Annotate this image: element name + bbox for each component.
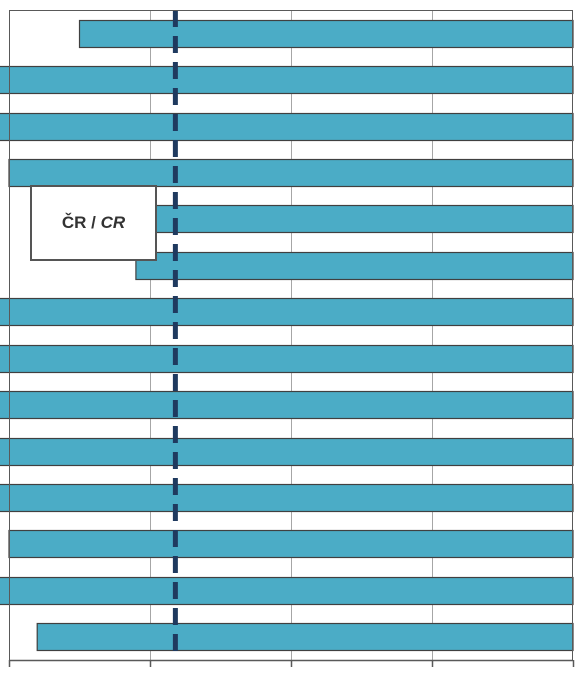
bar-1	[78, 19, 574, 49]
bar-12	[8, 529, 574, 559]
reference-label-en: CR	[100, 213, 126, 232]
grid-lines	[150, 10, 433, 660]
reference-line-label: ČR / CR	[30, 185, 157, 261]
bar-6	[135, 251, 574, 281]
x-axis	[8, 659, 575, 667]
reference-label-cs: ČR	[61, 213, 87, 232]
bar-7	[0, 297, 574, 327]
bar-3	[0, 112, 574, 142]
bar-13	[0, 576, 574, 606]
bar-2	[0, 65, 574, 95]
bar-series	[0, 19, 574, 652]
bar-10	[0, 437, 574, 467]
bar-9	[0, 390, 574, 420]
bar-14	[36, 622, 574, 652]
bar-8	[0, 344, 574, 374]
bar-4	[8, 158, 574, 188]
bar-5	[135, 204, 574, 234]
bar-11	[0, 483, 574, 513]
reference-label-separator: /	[86, 213, 101, 232]
